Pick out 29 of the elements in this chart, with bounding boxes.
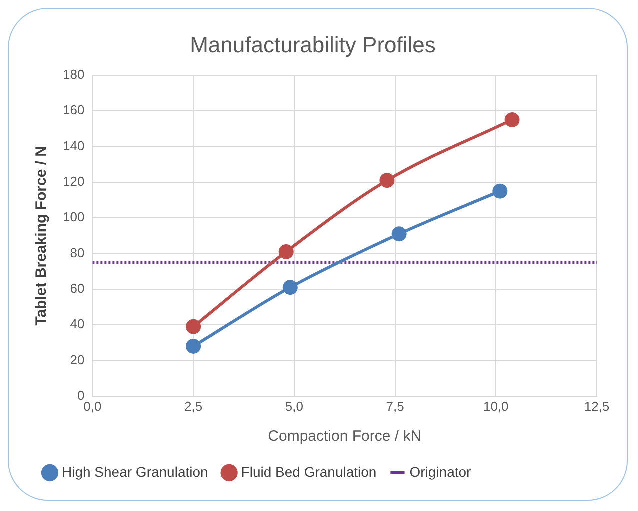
y-axis-title: Tablet Breaking Force / N: [33, 146, 50, 326]
point: [186, 338, 202, 354]
chart-title: Manufacturability Profiles: [190, 32, 436, 58]
point: [282, 280, 298, 296]
point: [186, 319, 202, 334]
point: [380, 173, 395, 188]
point: [492, 184, 508, 199]
y-tick-label: 0: [77, 388, 85, 403]
x-tick-label: 2,5: [184, 398, 203, 414]
x-tick-label: 0,0: [84, 398, 102, 414]
y-tick-label: 180: [62, 66, 85, 82]
point: [278, 244, 294, 260]
legend-label: Fluid Bed Granulation: [241, 464, 377, 480]
x-tick-label: 5,0: [285, 398, 304, 414]
x-tick-label: 7,5: [386, 398, 404, 414]
y-tick-label: 140: [62, 138, 85, 154]
y-tick-label: 120: [62, 174, 85, 189]
y-tick-label: 80: [70, 245, 85, 260]
x-axis-title: Compaction Force / kN: [268, 428, 422, 446]
legend-label: High Shear Granulation: [62, 464, 208, 480]
y-tick-label: 100: [62, 210, 85, 225]
y-tick-label: 20: [70, 352, 85, 368]
x-tick-label: 10,0: [483, 398, 509, 414]
y-tick-label: 40: [70, 316, 85, 332]
point: [392, 226, 407, 242]
point: [504, 112, 520, 128]
y-tick-label: 60: [70, 280, 85, 296]
y-tick-label: 160: [62, 102, 85, 118]
x-tick-label: 12,5: [584, 398, 610, 414]
